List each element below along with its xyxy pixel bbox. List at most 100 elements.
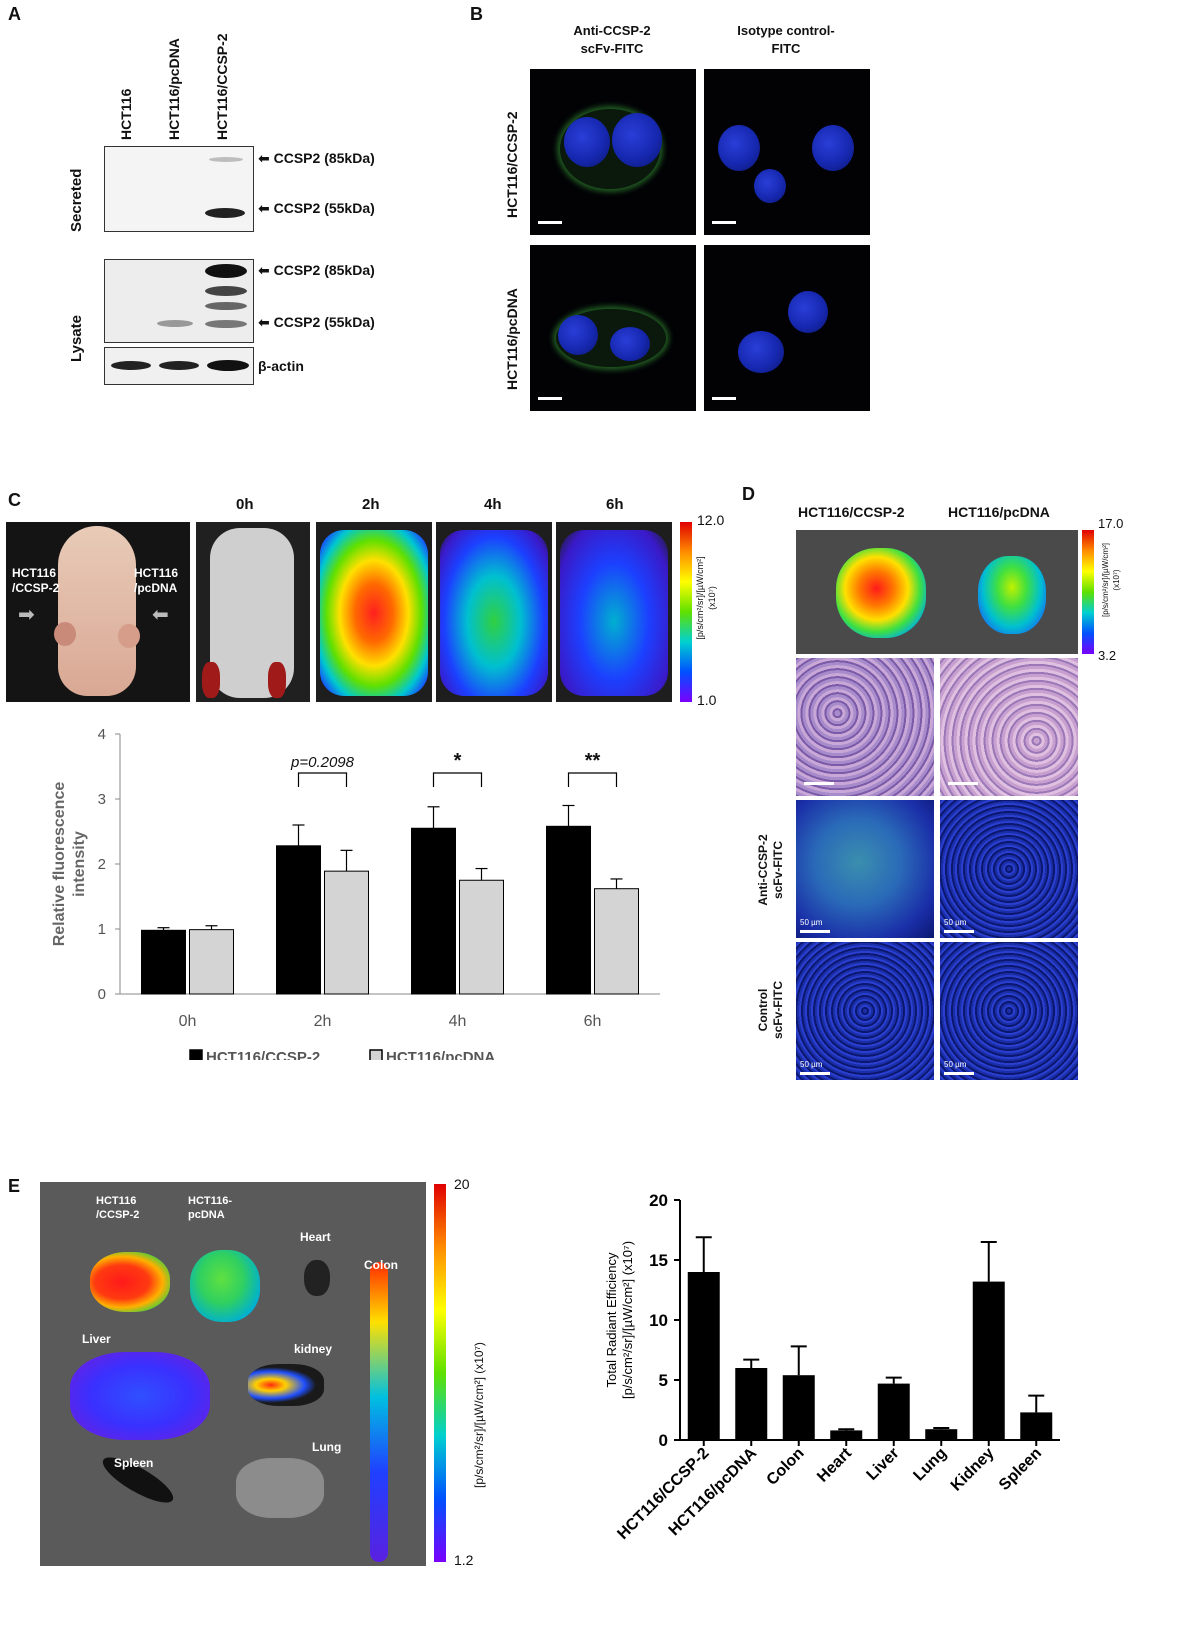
bar xyxy=(141,929,186,995)
d-col-ccsp2: HCT116/CCSP-2 xyxy=(798,504,905,520)
colorbar-c-min: 1.0 xyxy=(697,692,717,708)
y-tick-label: 20 xyxy=(649,1191,668,1210)
x-tick-label: Kidney xyxy=(948,1445,998,1495)
colorbar-e-unit: [p/s/cm²/sr]/[µW/cm²] (x10⁷) xyxy=(472,1342,486,1488)
nucleus xyxy=(738,331,784,373)
chart-e: 0 5 10 15 20 Total Radiant Efficiency [p/s/cm²… xyxy=(604,1191,1060,1543)
colorbar-d-min: 3.2 xyxy=(1098,648,1117,663)
y-axis-label: Total Radiant Efficiency xyxy=(604,1252,619,1387)
scale-bar xyxy=(800,1072,830,1075)
organ-label-ccsp2: HCT116 /CCSP-2 xyxy=(96,1195,140,1221)
ex-vivo-organs: HCT116 /CCSP-2 HCT116- pcDNA Heart Colon… xyxy=(40,1182,426,1566)
d-row-anti: Anti-CCSP-2 scFv-FITC xyxy=(756,834,785,906)
organ-liver xyxy=(70,1352,210,1440)
colorbar-c-max: 12.0 xyxy=(697,512,725,528)
x-tick-label: Lung xyxy=(910,1445,950,1485)
panel-e-letter: E xyxy=(8,1176,21,1196)
label-sec-55-text: CCSP2 (55kDa) xyxy=(273,200,375,216)
col-label-isotype: Isotype control- FITC xyxy=(737,23,835,56)
bar xyxy=(594,888,639,995)
organ-tumor-ccsp2 xyxy=(90,1252,170,1312)
legend-swatch xyxy=(189,1049,203,1060)
scale-text: 50 µm xyxy=(944,1060,967,1069)
blot-secreted xyxy=(104,146,254,232)
organ-label-pcdna: HCT116- pcDNA xyxy=(188,1195,233,1221)
organ-label-kidney: kidney xyxy=(294,1342,333,1356)
panel-d-letter: D xyxy=(742,484,755,504)
time-label-4h: 4h xyxy=(484,496,502,513)
lysate-label: Lysate xyxy=(68,315,85,362)
significance-bracket xyxy=(297,772,348,787)
arrow-left-icon: ⬅ xyxy=(258,150,274,166)
micrograph-pcdna-isotype xyxy=(704,245,870,411)
nucleus xyxy=(812,125,854,171)
x-tick-label: Spleen xyxy=(996,1445,1045,1494)
fitc-control-pcdna: 50 µm xyxy=(940,942,1078,1080)
bar xyxy=(411,827,456,995)
tumor-right xyxy=(118,624,140,648)
bar xyxy=(459,879,504,995)
col-label-anti: Anti-CCSP-2 scFv-FITC xyxy=(573,23,651,56)
organ-label-heart: Heart xyxy=(300,1230,331,1244)
lane-label-ccsp2: HCT116/CCSP-2 xyxy=(214,33,230,140)
nucleus xyxy=(558,315,598,355)
scale-bar xyxy=(948,782,978,785)
nucleus xyxy=(564,117,610,167)
lane-label-hct116: HCT116 xyxy=(118,88,134,140)
x-tick-label: 4h xyxy=(449,1013,467,1030)
panel-c-letter: C xyxy=(8,490,21,510)
micrograph-pcdna-anti xyxy=(530,245,696,411)
blot-actin xyxy=(104,347,254,385)
y-tick-label: 15 xyxy=(649,1251,668,1270)
fitc-control-ccsp2: 50 µm xyxy=(796,942,934,1080)
bar xyxy=(782,1375,815,1440)
label-lys-85-text: CCSP2 (85kDa) xyxy=(273,262,375,278)
bar xyxy=(877,1383,910,1440)
secreted-label: Secreted xyxy=(68,168,85,232)
x-tick-label: Liver xyxy=(864,1445,903,1484)
signal-region xyxy=(440,530,548,696)
y-tick-label: 0 xyxy=(659,1431,668,1450)
mouse-photo: HCT116 /CCSP-2 HCT116 /pcDNA ➡ ⬅ xyxy=(6,522,190,702)
y-tick-label: 3 xyxy=(98,791,106,808)
d-col-pcdna: HCT116/pcDNA xyxy=(948,504,1050,520)
nucleus xyxy=(718,125,760,171)
ivis-4h xyxy=(436,522,552,702)
arrow-left-icon: ⬅ xyxy=(152,604,169,626)
y-tick-label: 4 xyxy=(98,726,106,743)
y-axis-label: [p/s/cm²/sr]/[µW/cm²] (x10⁷) xyxy=(620,1241,635,1399)
scale-text: 50 µm xyxy=(944,918,967,927)
scale-text: 50 µm xyxy=(800,1060,823,1069)
time-label-2h: 2h xyxy=(362,496,380,513)
x-tick-label: 0h xyxy=(179,1013,197,1030)
bar xyxy=(546,825,591,995)
band-lys-top xyxy=(205,264,247,278)
band-lys-mid2 xyxy=(205,302,247,310)
scale-text: 50 µm xyxy=(800,918,823,927)
he-stain-pcdna xyxy=(940,658,1078,796)
nucleus xyxy=(612,113,662,167)
bar xyxy=(925,1429,958,1440)
colorbar-d-max: 17.0 xyxy=(1098,516,1124,531)
mouse-label-pcdna: HCT116 /pcDNA xyxy=(134,566,179,595)
panel-b-letter: B xyxy=(470,4,483,24)
legend-swatch xyxy=(369,1049,383,1060)
significance-bracket xyxy=(567,772,618,787)
ivis-6h xyxy=(556,522,672,702)
band-sec-55 xyxy=(205,208,245,218)
bar xyxy=(324,870,369,995)
label-sec-85-text: CCSP2 (85kDa) xyxy=(273,150,375,166)
organ-heart xyxy=(304,1260,330,1296)
colorbar-c xyxy=(680,522,692,702)
nucleus xyxy=(788,291,828,333)
band-actin-1 xyxy=(111,361,151,370)
band-lys-55-pcdna xyxy=(157,320,193,327)
significance-label: ** xyxy=(585,750,601,772)
arrow-right-icon: ➡ xyxy=(18,604,35,626)
legend-label: HCT116/CCSP-2 xyxy=(206,1049,320,1060)
micrograph-ccsp2-anti xyxy=(530,69,696,235)
signal-region xyxy=(320,530,428,696)
tumor-left xyxy=(54,622,76,646)
organ-lung xyxy=(236,1458,324,1518)
colorbar-e-max: 20 xyxy=(454,1176,470,1192)
